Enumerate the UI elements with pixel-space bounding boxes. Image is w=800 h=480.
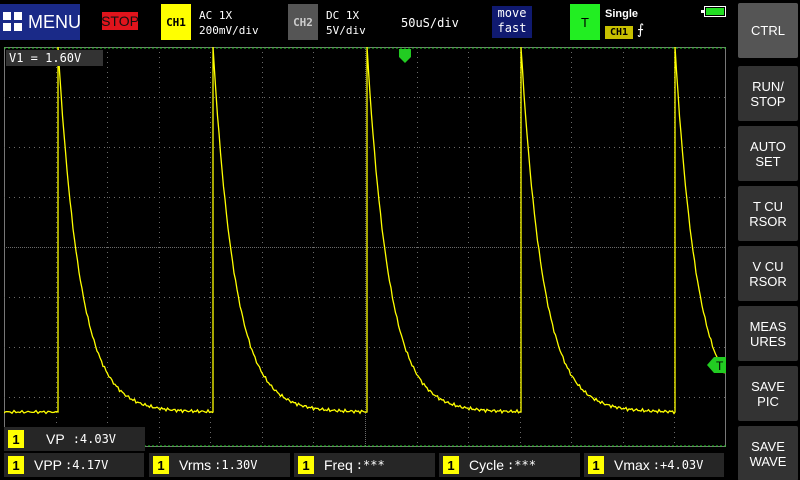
- measurement-label: Vmax: [614, 457, 650, 473]
- ch2-coupling: DC 1X: [326, 9, 360, 22]
- measurement-freq[interactable]: 1 Freq :***: [294, 453, 435, 477]
- save-wave-button[interactable]: SAVE WAVE: [738, 426, 798, 480]
- measurement-vmax[interactable]: 1 Vmax :+4.03V: [584, 453, 724, 477]
- ch1-badge[interactable]: CH1: [161, 4, 191, 40]
- grid-menu-icon: [3, 12, 22, 32]
- trigger-badge[interactable]: T: [570, 4, 600, 40]
- measurement-value: :***: [507, 458, 536, 472]
- ctrl-button[interactable]: CTRL: [738, 3, 798, 58]
- measurement-value: :1.30V: [214, 458, 258, 472]
- measurement-channel-badge: 1: [8, 430, 24, 448]
- save-picture-button[interactable]: SAVE PIC: [738, 366, 798, 421]
- time-cursor-button[interactable]: T CU RSOR: [738, 186, 798, 241]
- voltage-cursor-button[interactable]: V CU RSOR: [738, 246, 798, 301]
- move-speed-toggle[interactable]: move fast: [492, 6, 532, 38]
- measurement-vp[interactable]: 1 VP :4.03V: [4, 427, 145, 451]
- measurement-vrms[interactable]: 1 Vrms :1.30V: [149, 453, 290, 477]
- trigger-position-marker[interactable]: [399, 49, 411, 63]
- waveform-display[interactable]: T: [4, 47, 726, 447]
- ch2-settings[interactable]: DC 1X 5V/div: [326, 8, 366, 38]
- trigger-level-label: T: [716, 359, 724, 373]
- trigger-source[interactable]: CH1: [605, 26, 633, 39]
- waveform-canvas: T: [4, 47, 726, 447]
- ch1-settings[interactable]: AC 1X 200mV/div: [199, 8, 259, 38]
- run-state-badge[interactable]: STOP: [101, 12, 139, 30]
- measurement-channel-badge: 1: [298, 456, 314, 474]
- measurement-cycle[interactable]: 1 Cycle :***: [439, 453, 580, 477]
- top-status-bar: MENU STOP CH1 AC 1X 200mV/div CH2 DC 1X …: [0, 0, 734, 46]
- measurement-label: VP: [46, 431, 65, 447]
- measurement-value: :4.03V: [72, 432, 117, 446]
- measurement-value: :4.17V: [65, 458, 109, 472]
- measurement-value: :+4.03V: [652, 458, 704, 472]
- measurement-label: Cycle: [469, 457, 505, 473]
- measurement-channel-badge: 1: [588, 456, 604, 474]
- measurement-label: Freq: [324, 457, 353, 473]
- ch1-coupling: AC 1X: [199, 9, 233, 22]
- measurement-label: Vrms: [179, 457, 212, 473]
- ch2-scale: 5V/div: [326, 24, 366, 37]
- measurement-vpp[interactable]: 1 VPP :4.17V: [4, 453, 144, 477]
- ch1-trace: [4, 47, 726, 415]
- measurement-label: VPP: [34, 457, 63, 473]
- measures-button[interactable]: MEAS URES: [738, 306, 798, 361]
- auto-set-button[interactable]: AUTO SET: [738, 126, 798, 181]
- run-stop-button[interactable]: RUN/ STOP: [738, 66, 798, 121]
- battery-icon: [701, 6, 726, 17]
- menu-button[interactable]: MENU: [0, 4, 81, 40]
- ch1-scale: 200mV/div: [199, 24, 259, 37]
- measurement-value: :***: [355, 458, 385, 472]
- ch2-badge[interactable]: CH2: [288, 4, 318, 40]
- measurement-channel-badge: 1: [153, 456, 169, 474]
- timebase-readout[interactable]: 50uS/div: [401, 16, 459, 30]
- function-sidebar: CTRL RUN/ STOP AUTO SET T CU RSOR V CU R…: [738, 0, 800, 480]
- trigger-mode[interactable]: Single: [605, 8, 639, 20]
- rising-edge-icon: ⨍: [637, 22, 645, 38]
- move-label: move: [497, 6, 527, 20]
- menu-label: MENU: [28, 11, 81, 32]
- measurement-channel-badge: 1: [443, 456, 459, 474]
- trigger-level-marker[interactable]: T: [707, 357, 726, 373]
- graticule: [4, 47, 726, 447]
- measurement-channel-badge: 1: [8, 456, 24, 474]
- move-speed-value: fast: [497, 21, 527, 35]
- v1-cursor-readout: V1 = 1.60V: [6, 50, 103, 66]
